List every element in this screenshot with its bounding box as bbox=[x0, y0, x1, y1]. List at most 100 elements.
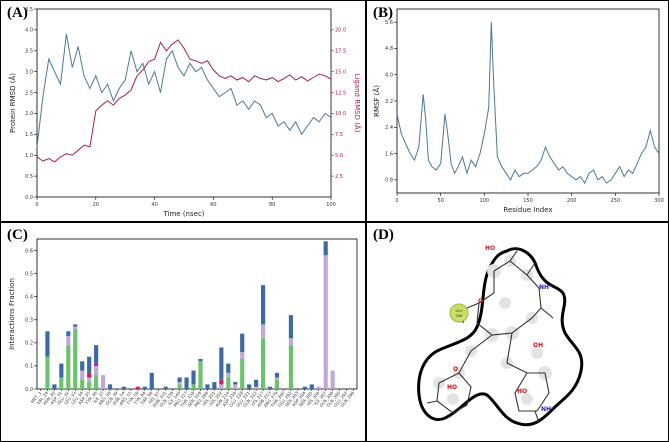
y-tick-label: 0.0 bbox=[25, 387, 33, 393]
bar-segment-3 bbox=[184, 377, 189, 389]
x-axis-label: Time (nsec) bbox=[162, 210, 204, 218]
y-tick-label: 1.5 bbox=[25, 132, 33, 138]
bar-segment-3 bbox=[121, 386, 127, 389]
bar-segment-3 bbox=[288, 315, 293, 339]
bar-segment-0 bbox=[94, 375, 99, 389]
bar-segment-3 bbox=[205, 384, 210, 389]
bar-segment-1 bbox=[240, 352, 245, 359]
y-tick-label: 0.4 bbox=[25, 294, 33, 300]
panel-c-label: (C) bbox=[7, 227, 28, 243]
x-tick-label: 40 bbox=[151, 202, 157, 208]
bar-segment-1 bbox=[87, 377, 92, 383]
y-tick-label: 1.6 bbox=[385, 151, 393, 157]
panel-a-label: (A) bbox=[7, 5, 28, 21]
bar-segment-1 bbox=[288, 338, 293, 346]
interactions-fraction-chart: 0.0 0.1 0.2 0.3 0.4 0.5 0.6 Interactions Fracti… bbox=[8, 238, 358, 409]
panel-d: (D) HO NH⁺ OH O O HO HO bbox=[366, 222, 669, 442]
bar-segment-3 bbox=[66, 331, 71, 336]
y-right-tick-label: 10.0 bbox=[335, 111, 346, 117]
y-axis-label: RMSF (Å) bbox=[372, 85, 381, 117]
x-axis-label: Residue Index bbox=[503, 206, 552, 214]
x-tick-label: 20 bbox=[93, 202, 99, 208]
bar-segment-3 bbox=[149, 372, 154, 389]
x-tick-label: 200 bbox=[567, 198, 577, 204]
bar-segment-3 bbox=[254, 379, 259, 387]
bar-segment-3 bbox=[233, 382, 238, 385]
plot-frame bbox=[36, 8, 332, 198]
y-tick-label: 0.8 bbox=[385, 178, 393, 184]
panel-c: (C) 0.0 0.1 0.2 0.3 0.4 0.5 0.6 Interactions Fr… bbox=[0, 222, 366, 442]
bar-segment-3 bbox=[45, 331, 50, 357]
bar-segment-3 bbox=[73, 324, 78, 327]
bar-segment-1 bbox=[274, 377, 280, 380]
bar-segment-3 bbox=[59, 363, 64, 378]
atom-label-ho-right: HO bbox=[517, 388, 527, 395]
y-tick-label: 0.3 bbox=[25, 318, 33, 324]
atom-label-o-carbonyl: O bbox=[478, 298, 483, 305]
bar-segment-3 bbox=[219, 347, 224, 380]
bar-segment-0 bbox=[73, 329, 78, 389]
bar-segment-0 bbox=[87, 382, 92, 389]
residue-number: 288 bbox=[456, 314, 463, 318]
bar-segment-0 bbox=[261, 338, 266, 389]
y-tick-label: 4.0 bbox=[385, 73, 393, 79]
series-line-ligand bbox=[36, 39, 332, 163]
x-tick-label: 0 bbox=[395, 198, 398, 204]
bar-segment-3 bbox=[240, 333, 245, 353]
ligand-skeleton bbox=[426, 250, 554, 424]
bar-segment-2 bbox=[219, 379, 224, 385]
bar-segment-3 bbox=[302, 386, 307, 389]
y-right-tick-label: 2.5 bbox=[335, 174, 343, 180]
bar-segment-3 bbox=[267, 386, 273, 389]
bar-segment-1 bbox=[66, 335, 71, 346]
ligand-interaction-diagram: HO NH⁺ OH O O HO HO NH⁺ GLU 288 bbox=[417, 245, 584, 427]
y-tick-label: 2.0 bbox=[25, 111, 33, 117]
plot-frame bbox=[36, 238, 358, 390]
bar-segment-0 bbox=[274, 379, 280, 389]
bar-segment-1 bbox=[330, 370, 335, 389]
bar-segment-1 bbox=[101, 375, 106, 389]
bar-segment-3 bbox=[191, 370, 196, 385]
bar-segment-3 bbox=[177, 377, 182, 383]
bar-segment-0 bbox=[45, 356, 50, 389]
bar-segment-0 bbox=[288, 345, 293, 389]
rmsf-chart: 0 50 100 150 200 250 300 0.8 1.6 2.4 3.2 4.0 4.8 5.6 R… bbox=[372, 8, 664, 214]
bar-segment-1 bbox=[80, 370, 85, 380]
bar-segment-2 bbox=[94, 363, 99, 366]
x-tick-label: 100 bbox=[480, 198, 490, 204]
bar-segment-0 bbox=[59, 377, 64, 389]
bar-segment-0 bbox=[66, 345, 71, 389]
bar-segment-0 bbox=[198, 361, 203, 389]
y-tick-label: 5.6 bbox=[385, 20, 393, 26]
y-axis-label: Interactions Fraction bbox=[8, 278, 16, 350]
bar-segment-3 bbox=[212, 382, 217, 389]
panel-b-label: (B) bbox=[373, 5, 393, 21]
bar-segment-3 bbox=[323, 241, 328, 256]
panel-a: (A) 0 20 40 60 80 100 0.0 0.5 1.0 1.5 2.0 2.5 3.0 3.5… bbox=[0, 0, 366, 222]
bar-segment-0 bbox=[80, 379, 85, 389]
y-right-tick-label: 15.0 bbox=[335, 69, 346, 75]
bar-segment-1 bbox=[316, 386, 321, 389]
y-tick-label: 4.5 bbox=[25, 7, 33, 13]
x-tick-label: 50 bbox=[437, 198, 443, 204]
y-tick-label: 0.5 bbox=[25, 174, 33, 180]
bar-segment-3 bbox=[226, 363, 231, 373]
bar-segment-3 bbox=[163, 386, 168, 389]
y-tick-label: 0.6 bbox=[25, 248, 33, 254]
binding-pocket-outline bbox=[417, 247, 584, 427]
bar-segment-2 bbox=[87, 372, 92, 378]
x-tick-label: 250 bbox=[611, 198, 621, 204]
bar-segment-2 bbox=[135, 386, 140, 389]
bar-segment-3 bbox=[87, 356, 92, 373]
atom-label-oh: OH bbox=[533, 342, 543, 349]
panel-d-label: (D) bbox=[373, 227, 394, 243]
y-right-tick-label: 7.5 bbox=[335, 132, 343, 138]
y-tick-label: 0.0 bbox=[25, 195, 33, 201]
x-tick-label: 100 bbox=[326, 202, 336, 208]
bar-segment-1 bbox=[261, 324, 266, 339]
y-tick-label: 3.0 bbox=[25, 69, 33, 75]
series-line-protein bbox=[36, 34, 332, 147]
bar-segment-3 bbox=[142, 386, 147, 389]
x-tick-label: 150 bbox=[523, 198, 533, 204]
bar-segment-1 bbox=[254, 386, 259, 389]
